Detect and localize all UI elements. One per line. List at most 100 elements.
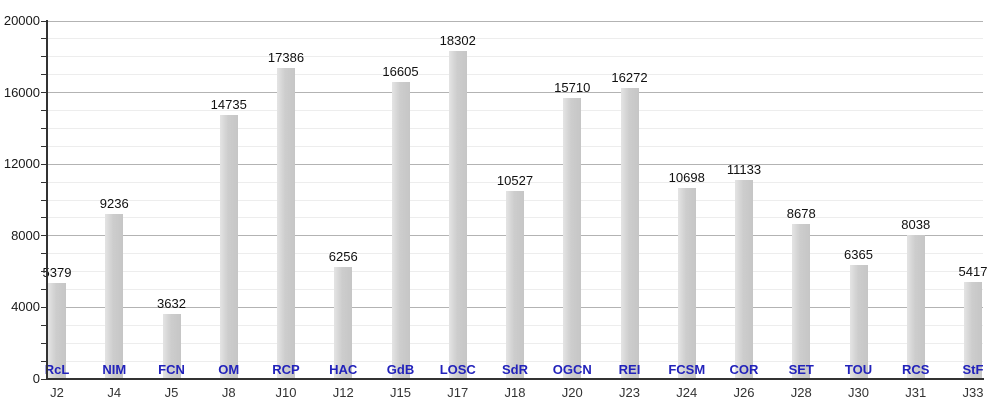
- bar: [48, 282, 66, 379]
- y-axis-tick: [41, 110, 46, 111]
- major-gridline: [47, 92, 983, 94]
- bar: [334, 267, 353, 379]
- bar-value-label: 18302: [439, 33, 476, 49]
- x-tick-label: J26: [733, 385, 755, 400]
- x-tick-label: J15: [390, 385, 411, 400]
- x-tick-label: J28: [790, 385, 812, 400]
- bar-code-label: RCS: [902, 362, 930, 377]
- y-axis-tick: [41, 163, 46, 165]
- bar: [620, 87, 639, 379]
- bar-value-label: 11133: [726, 161, 762, 177]
- y-axis-tick: [41, 289, 46, 290]
- y-axis-tick: [41, 20, 46, 22]
- bar-value-label: 10527: [496, 172, 534, 188]
- bar: [849, 265, 868, 379]
- bar-value-label: 14735: [210, 97, 247, 113]
- x-tick-label: J20: [561, 385, 583, 400]
- y-axis-tick: [41, 253, 46, 255]
- x-tick-label: J30: [848, 385, 869, 400]
- minor-gridline: [47, 38, 983, 40]
- y-tick-label: 0: [32, 371, 40, 386]
- x-tick-label: J23: [619, 385, 640, 400]
- bar: [735, 179, 753, 379]
- bar-code-label: RCP: [272, 362, 300, 377]
- bar: [448, 51, 467, 379]
- x-tick-label: J33: [962, 385, 984, 400]
- y-tick-label: 12000: [3, 156, 40, 172]
- bar-code-label: LOSC: [439, 362, 476, 377]
- bar-value-label: 10698: [668, 169, 705, 185]
- bar-code-label: COR: [729, 362, 759, 377]
- x-tick-label: J5: [164, 385, 179, 400]
- bar-value-label: 6365: [844, 247, 873, 263]
- y-tick-label: 8000: [11, 227, 40, 243]
- bar: [906, 235, 925, 379]
- y-axis-tick: [41, 342, 46, 344]
- bar: [677, 187, 696, 379]
- bar: [162, 313, 181, 379]
- y-axis-tick: [41, 199, 46, 201]
- bar: [219, 115, 238, 379]
- bar-value-label: 9236: [99, 195, 129, 211]
- bar-code-label: OGCN: [552, 362, 592, 377]
- bar: [563, 97, 582, 379]
- bar-value-label: 15710: [554, 79, 591, 95]
- bar: [277, 67, 295, 379]
- bar-code-label: FCSM: [668, 362, 706, 377]
- y-axis-tick: [41, 360, 46, 362]
- x-tick-label: J31: [905, 385, 927, 400]
- bar-value-label: 16605: [382, 63, 419, 79]
- x-tick-label: J4: [107, 385, 122, 400]
- bar-value-label: 6256: [328, 249, 358, 265]
- bar: [391, 81, 410, 379]
- bar: [506, 190, 524, 379]
- x-tick-label: J24: [676, 385, 698, 400]
- y-axis-tick: [41, 324, 46, 326]
- bar-value-label: 8678: [786, 205, 816, 221]
- y-axis-tick: [41, 92, 46, 94]
- y-axis-tick: [41, 74, 46, 76]
- y-axis-tick: [41, 271, 46, 273]
- major-gridline: [47, 20, 983, 22]
- y-axis-tick: [41, 56, 46, 58]
- y-axis-line: [46, 20, 48, 380]
- minor-gridline: [47, 56, 983, 58]
- bar-value-label: 5379: [42, 264, 72, 280]
- bar-code-label: SdR: [502, 362, 528, 377]
- bar-value-label: 5417: [958, 264, 988, 280]
- y-tick-label: 20000: [3, 13, 40, 28]
- minor-gridline: [47, 74, 983, 76]
- x-tick-label: J12: [332, 385, 354, 400]
- x-tick-label: J18: [504, 385, 526, 400]
- minor-gridline: [47, 110, 983, 111]
- bar: [792, 223, 811, 379]
- bar-code-label: REI: [618, 362, 641, 377]
- x-tick-label: J2: [50, 385, 64, 400]
- bar-value-label: 17386: [267, 49, 305, 65]
- y-axis-tick: [41, 217, 46, 219]
- bar: [105, 213, 124, 379]
- y-axis-tick: [41, 378, 46, 380]
- y-axis-tick: [41, 38, 46, 40]
- bar-code-label: FCN: [158, 362, 185, 377]
- x-tick-label: J10: [275, 385, 297, 400]
- x-tick-label: J8: [221, 385, 236, 400]
- y-axis-tick: [41, 235, 46, 237]
- bar-code-label: GdB: [386, 362, 415, 377]
- bar-code-label: OM: [218, 362, 240, 377]
- major-gridline: [47, 163, 983, 165]
- bar-value-label: 16272: [611, 69, 648, 85]
- y-axis-tick: [41, 181, 46, 183]
- y-axis-tick: [41, 145, 46, 147]
- y-axis-tick: [41, 306, 46, 308]
- bar-code-label: TOU: [844, 362, 873, 377]
- bar-value-label: 3632: [157, 295, 186, 311]
- x-tick-label: J17: [447, 385, 469, 400]
- bar-code-label: SET: [788, 362, 814, 377]
- bar-value-label: 8038: [901, 217, 931, 233]
- bar-code-label: RcL: [44, 362, 70, 377]
- minor-gridline: [47, 127, 983, 129]
- minor-gridline: [47, 181, 983, 183]
- bar-code-label: StF: [962, 362, 984, 377]
